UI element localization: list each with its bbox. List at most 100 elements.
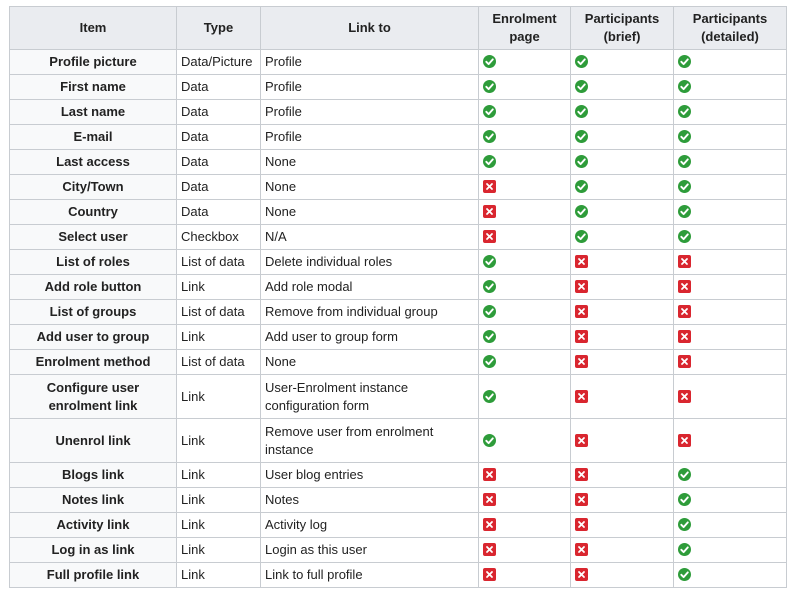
link-to-cell: Profile — [260, 99, 479, 125]
detailed-status-cell — [673, 462, 787, 488]
brief-status-cell — [570, 49, 674, 75]
enrol-status-cell — [478, 99, 571, 125]
brief-status-cell — [570, 349, 674, 375]
link-to-cell: Profile — [260, 74, 479, 100]
type-cell: List of data — [176, 249, 261, 275]
cross-icon — [575, 280, 588, 294]
table-row: City/Town Data None — [9, 174, 787, 200]
cross-icon — [483, 518, 496, 532]
item-cell: Activity link — [9, 512, 177, 538]
table-row: List of roles List of data Delete individu… — [9, 249, 787, 275]
brief-status-cell — [570, 562, 674, 588]
detailed-status-cell — [673, 274, 787, 300]
check-icon — [678, 55, 691, 69]
cross-icon — [575, 389, 588, 403]
check-icon — [678, 568, 691, 582]
header-item: Item — [9, 6, 177, 50]
cross-icon — [678, 305, 691, 319]
item-cell: Profile picture — [9, 49, 177, 75]
check-icon — [575, 55, 588, 69]
check-icon — [678, 205, 691, 219]
item-cell: Add role button — [9, 274, 177, 300]
table-row: Profile picture Data/Picture Profile — [9, 49, 787, 75]
check-icon — [483, 433, 496, 447]
link-to-cell: Profile — [260, 124, 479, 150]
type-cell: Data — [176, 74, 261, 100]
table-row: Select user Checkbox N/A — [9, 224, 787, 250]
detailed-status-cell — [673, 299, 787, 325]
enrol-status-cell — [478, 349, 571, 375]
check-icon — [678, 493, 691, 507]
check-icon — [575, 205, 588, 219]
link-to-cell: None — [260, 174, 479, 200]
table-body: Profile picture Data/Picture Profile First … — [9, 49, 787, 588]
enrol-status-cell — [478, 174, 571, 200]
brief-status-cell — [570, 324, 674, 350]
check-icon — [483, 305, 496, 319]
brief-status-cell — [570, 374, 674, 419]
item-cell: List of roles — [9, 249, 177, 275]
check-icon — [575, 180, 588, 194]
check-icon — [678, 543, 691, 557]
type-cell: Link — [176, 418, 261, 463]
link-to-cell: Activity log — [260, 512, 479, 538]
enrol-status-cell — [478, 149, 571, 175]
item-cell: Last name — [9, 99, 177, 125]
cross-icon — [575, 543, 588, 557]
check-icon — [575, 230, 588, 244]
header-row: Item Type Link to Enrolment page Partici… — [9, 6, 787, 50]
link-to-cell: None — [260, 149, 479, 175]
check-icon — [483, 105, 496, 119]
item-cell: City/Town — [9, 174, 177, 200]
check-icon — [678, 518, 691, 532]
link-to-cell: Remove from individual group — [260, 299, 479, 325]
item-cell: Add user to group — [9, 324, 177, 350]
type-cell: Checkbox — [176, 224, 261, 250]
cross-icon — [575, 255, 588, 269]
link-to-cell: Notes — [260, 487, 479, 513]
type-cell: Link — [176, 512, 261, 538]
table-row: Last name Data Profile — [9, 99, 787, 125]
type-cell: Data — [176, 149, 261, 175]
check-icon — [575, 105, 588, 119]
item-cell: First name — [9, 74, 177, 100]
brief-status-cell — [570, 418, 674, 463]
cross-icon — [483, 493, 496, 507]
header-enrolment-page: Enrolment page — [478, 6, 571, 50]
header-link-to: Link to — [260, 6, 479, 50]
detailed-status-cell — [673, 249, 787, 275]
enrol-status-cell — [478, 512, 571, 538]
cross-icon — [678, 355, 691, 369]
table-row: Full profile link Link Link to full profil… — [9, 562, 787, 588]
table-row: Last access Data None — [9, 149, 787, 175]
brief-status-cell — [570, 199, 674, 225]
check-icon — [678, 105, 691, 119]
check-icon — [575, 155, 588, 169]
link-to-cell: Profile — [260, 49, 479, 75]
type-cell: List of data — [176, 349, 261, 375]
brief-status-cell — [570, 249, 674, 275]
item-cell: Full profile link — [9, 562, 177, 588]
cross-icon — [678, 330, 691, 344]
type-cell: Data — [176, 174, 261, 200]
enrol-status-cell — [478, 74, 571, 100]
check-icon — [483, 389, 496, 403]
table-row: List of groups List of data Remove from in… — [9, 299, 787, 325]
detailed-status-cell — [673, 74, 787, 100]
check-icon — [483, 130, 496, 144]
table-row: Log in as link Link Login as this user — [9, 537, 787, 563]
type-cell: Link — [176, 487, 261, 513]
brief-status-cell — [570, 74, 674, 100]
cross-icon — [575, 493, 588, 507]
type-cell: List of data — [176, 299, 261, 325]
link-to-cell: None — [260, 349, 479, 375]
table-row: Enrolment method List of data None — [9, 349, 787, 375]
table-row: Configure user enrolment link Link User-En… — [9, 374, 787, 419]
features-table: Item Type Link to Enrolment page Partici… — [9, 6, 787, 588]
item-cell: Last access — [9, 149, 177, 175]
brief-status-cell — [570, 149, 674, 175]
brief-status-cell — [570, 487, 674, 513]
link-to-cell: Login as this user — [260, 537, 479, 563]
detailed-status-cell — [673, 349, 787, 375]
type-cell: Link — [176, 462, 261, 488]
